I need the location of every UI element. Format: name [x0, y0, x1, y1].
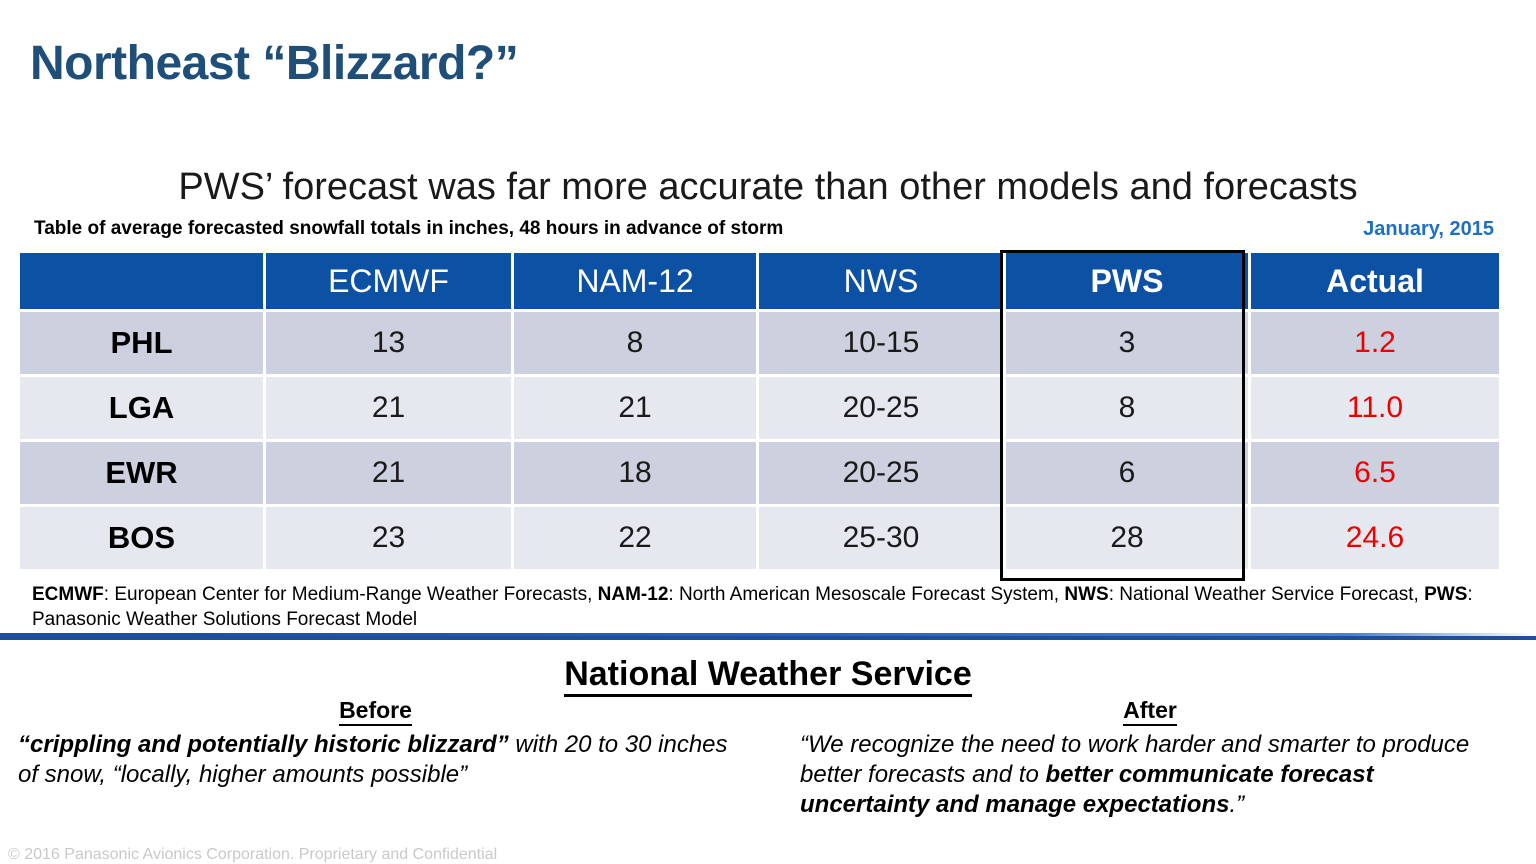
after-quote-end: .” — [1229, 791, 1245, 818]
divider-bar — [0, 636, 1536, 640]
cell-ewr-nws: 20-25 — [759, 442, 1003, 504]
cell-phl-nam12: 8 — [514, 312, 756, 374]
row-label-bos: BOS — [20, 507, 263, 569]
cell-ewr-ecmwf: 21 — [266, 442, 511, 504]
row-label-phl: PHL — [20, 312, 263, 374]
cell-bos-nws: 25-30 — [759, 507, 1003, 569]
cell-bos-ecmwf: 23 — [266, 507, 511, 569]
nws-section-title: National Weather Service — [0, 655, 1536, 697]
before-quote: “crippling and potentially historic bliz… — [18, 730, 733, 790]
cell-bos-actual: 24.6 — [1251, 507, 1499, 569]
table-header-actual[interactable]: Actual — [1251, 253, 1499, 309]
cell-phl-actual: 1.2 — [1251, 312, 1499, 374]
footnote-text-nws: : National Weather Service Forecast, — [1108, 584, 1425, 605]
footnote-text-pws: : Panasonic Weather Solutions Forecast M… — [32, 584, 1473, 630]
row-label-lga: LGA — [20, 377, 263, 439]
after-quote-bold: better communicate forecast uncertainty … — [800, 761, 1374, 818]
forecast-table: ECMWF NAM-12 NWS PWS Actual PHL 13 8 10-… — [17, 250, 1502, 572]
before-quote-rest: with 20 to 30 inches of snow, “locally, … — [18, 731, 728, 788]
row-label-ewr: EWR — [20, 442, 263, 504]
after-column: After “We recognize the need to work har… — [800, 697, 1500, 820]
footnote-abbr-pws: PWS — [1424, 584, 1468, 605]
footnote-text-ecmwf: : European Center for Medium-Range Weath… — [103, 584, 598, 605]
table-header-nam12[interactable]: NAM-12 — [514, 253, 756, 309]
table-header-pws[interactable]: PWS — [1006, 253, 1248, 309]
cell-lga-ecmwf: 21 — [266, 377, 511, 439]
before-heading-text: Before — [339, 697, 412, 726]
headline-text: PWS’ forecast was far more accurate than… — [178, 166, 1358, 208]
cell-bos-pws: 28 — [1006, 507, 1248, 569]
after-quote: “We recognize the need to work harder an… — [800, 730, 1500, 820]
cell-lga-nam12: 21 — [514, 377, 756, 439]
divider-taper — [0, 633, 1536, 636]
cell-lga-nws: 20-25 — [759, 377, 1003, 439]
table-header-corner — [20, 253, 263, 309]
cell-lga-actual: 11.0 — [1251, 377, 1499, 439]
cell-phl-pws: 3 — [1006, 312, 1248, 374]
forecast-table-wrapper: ECMWF NAM-12 NWS PWS Actual PHL 13 8 10-… — [20, 253, 1499, 569]
date-label: January, 2015 — [1363, 218, 1494, 240]
cell-ewr-nam12: 18 — [514, 442, 756, 504]
before-heading: Before — [18, 697, 733, 726]
table-caption: Table of average forecasted snowfall tot… — [34, 218, 784, 239]
table-row: EWR 21 18 20-25 6 6.5 — [20, 442, 1499, 504]
footnote-abbr-nws: NWS — [1064, 584, 1109, 605]
table-row: PHL 13 8 10-15 3 1.2 — [20, 312, 1499, 374]
cell-lga-pws: 8 — [1006, 377, 1248, 439]
table-header-nws[interactable]: NWS — [759, 253, 1003, 309]
before-quote-bold: “crippling and potentially historic bliz… — [18, 731, 509, 758]
cell-phl-nws: 10-15 — [759, 312, 1003, 374]
cell-bos-nam12: 22 — [514, 507, 756, 569]
footnote-text-nam12: : North American Mesoscale Forecast Syst… — [668, 584, 1065, 605]
before-column: Before “crippling and potentially histor… — [18, 697, 733, 790]
table-footnote: ECMWF: European Center for Medium-Range … — [32, 582, 1487, 632]
table-row: BOS 23 22 25-30 28 24.6 — [20, 507, 1499, 569]
footnote-abbr-nam12: NAM-12 — [597, 584, 669, 605]
nws-section-title-text: National Weather Service — [564, 655, 972, 697]
cell-ewr-pws: 6 — [1006, 442, 1248, 504]
after-heading-text: After — [1123, 697, 1177, 726]
cell-ewr-actual: 6.5 — [1251, 442, 1499, 504]
cell-phl-ecmwf: 13 — [266, 312, 511, 374]
copyright-footer: © 2016 Panasonic Avionics Corporation. P… — [8, 846, 498, 863]
after-heading: After — [800, 697, 1500, 726]
table-row: LGA 21 21 20-25 8 11.0 — [20, 377, 1499, 439]
section-divider — [0, 633, 1536, 640]
table-header-row: ECMWF NAM-12 NWS PWS Actual — [20, 253, 1499, 309]
table-header-ecmwf[interactable]: ECMWF — [266, 253, 511, 309]
caption-row: Table of average forecasted snowfall tot… — [34, 218, 1494, 244]
page-title: Northeast “Blizzard?” — [30, 37, 519, 90]
footnote-abbr-ecmwf: ECMWF — [32, 584, 104, 605]
after-quote-start: “We recognize the need to work harder an… — [800, 731, 1470, 788]
